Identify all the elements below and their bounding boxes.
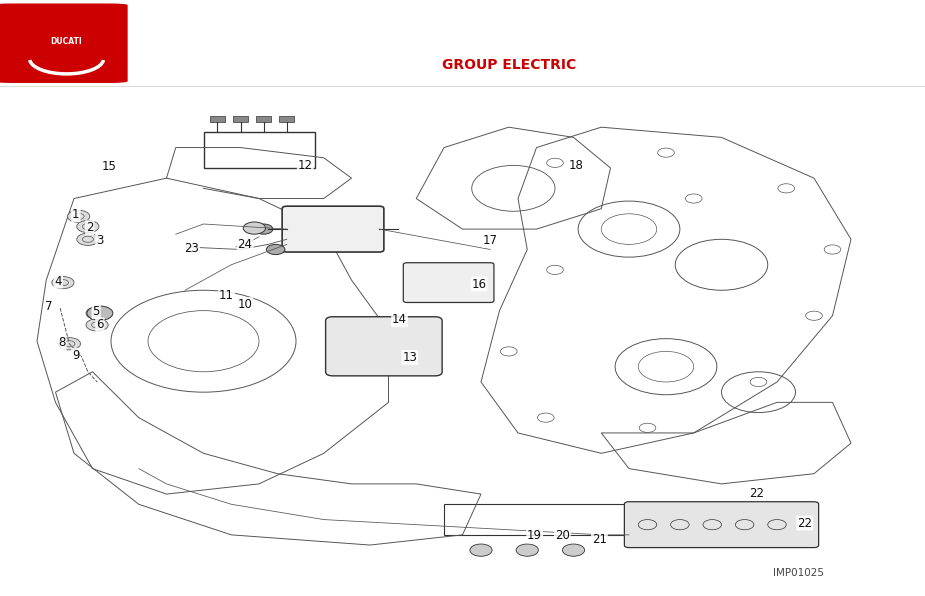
Circle shape xyxy=(266,244,285,254)
Circle shape xyxy=(52,277,74,288)
Text: 14: 14 xyxy=(392,313,407,326)
Text: 23: 23 xyxy=(184,242,199,255)
Circle shape xyxy=(243,222,265,234)
Text: 7: 7 xyxy=(45,300,53,313)
Bar xyxy=(444,504,629,535)
Text: 17: 17 xyxy=(483,234,498,247)
Circle shape xyxy=(87,306,113,320)
Text: IMP01025: IMP01025 xyxy=(772,568,824,578)
Text: 1: 1 xyxy=(72,209,80,221)
Text: 8: 8 xyxy=(58,336,66,349)
Text: 22: 22 xyxy=(797,517,812,530)
Text: 13: 13 xyxy=(402,351,417,364)
Circle shape xyxy=(516,544,538,556)
FancyBboxPatch shape xyxy=(326,316,442,376)
Circle shape xyxy=(470,544,492,556)
Circle shape xyxy=(68,210,90,222)
Text: 20: 20 xyxy=(555,529,570,542)
Text: 16: 16 xyxy=(472,278,487,291)
Bar xyxy=(256,116,271,122)
Bar xyxy=(204,132,314,168)
Text: 19: 19 xyxy=(527,529,542,542)
Text: 12: 12 xyxy=(298,159,313,172)
Bar xyxy=(233,116,248,122)
Text: 2: 2 xyxy=(86,221,93,234)
Text: 24: 24 xyxy=(238,238,253,251)
Text: 18: 18 xyxy=(569,159,584,172)
FancyBboxPatch shape xyxy=(624,502,819,548)
Text: 5: 5 xyxy=(92,305,100,318)
Text: 21: 21 xyxy=(592,533,607,547)
Circle shape xyxy=(77,233,99,246)
Circle shape xyxy=(77,221,99,232)
Circle shape xyxy=(86,307,108,319)
Text: DRAWING 18A - ENGINE CONTROL UNIT [MOD:M 1200S]: DRAWING 18A - ENGINE CONTROL UNIT [MOD:M… xyxy=(183,20,834,41)
Circle shape xyxy=(254,224,273,234)
Text: 11: 11 xyxy=(219,289,234,302)
Text: 9: 9 xyxy=(72,349,80,362)
Circle shape xyxy=(86,319,108,331)
Text: 22: 22 xyxy=(749,486,764,499)
Bar xyxy=(210,116,225,122)
Text: DUCATI: DUCATI xyxy=(51,37,82,46)
FancyBboxPatch shape xyxy=(0,4,128,83)
Bar xyxy=(279,116,294,122)
Circle shape xyxy=(562,544,585,556)
Text: 3: 3 xyxy=(96,234,104,247)
Text: 10: 10 xyxy=(238,298,253,311)
FancyBboxPatch shape xyxy=(403,263,494,303)
Text: GROUP ELECTRIC: GROUP ELECTRIC xyxy=(441,58,576,72)
Text: 15: 15 xyxy=(102,160,117,173)
Text: 4: 4 xyxy=(55,275,62,288)
Circle shape xyxy=(58,338,80,350)
Text: 6: 6 xyxy=(96,318,104,331)
FancyBboxPatch shape xyxy=(282,206,384,252)
